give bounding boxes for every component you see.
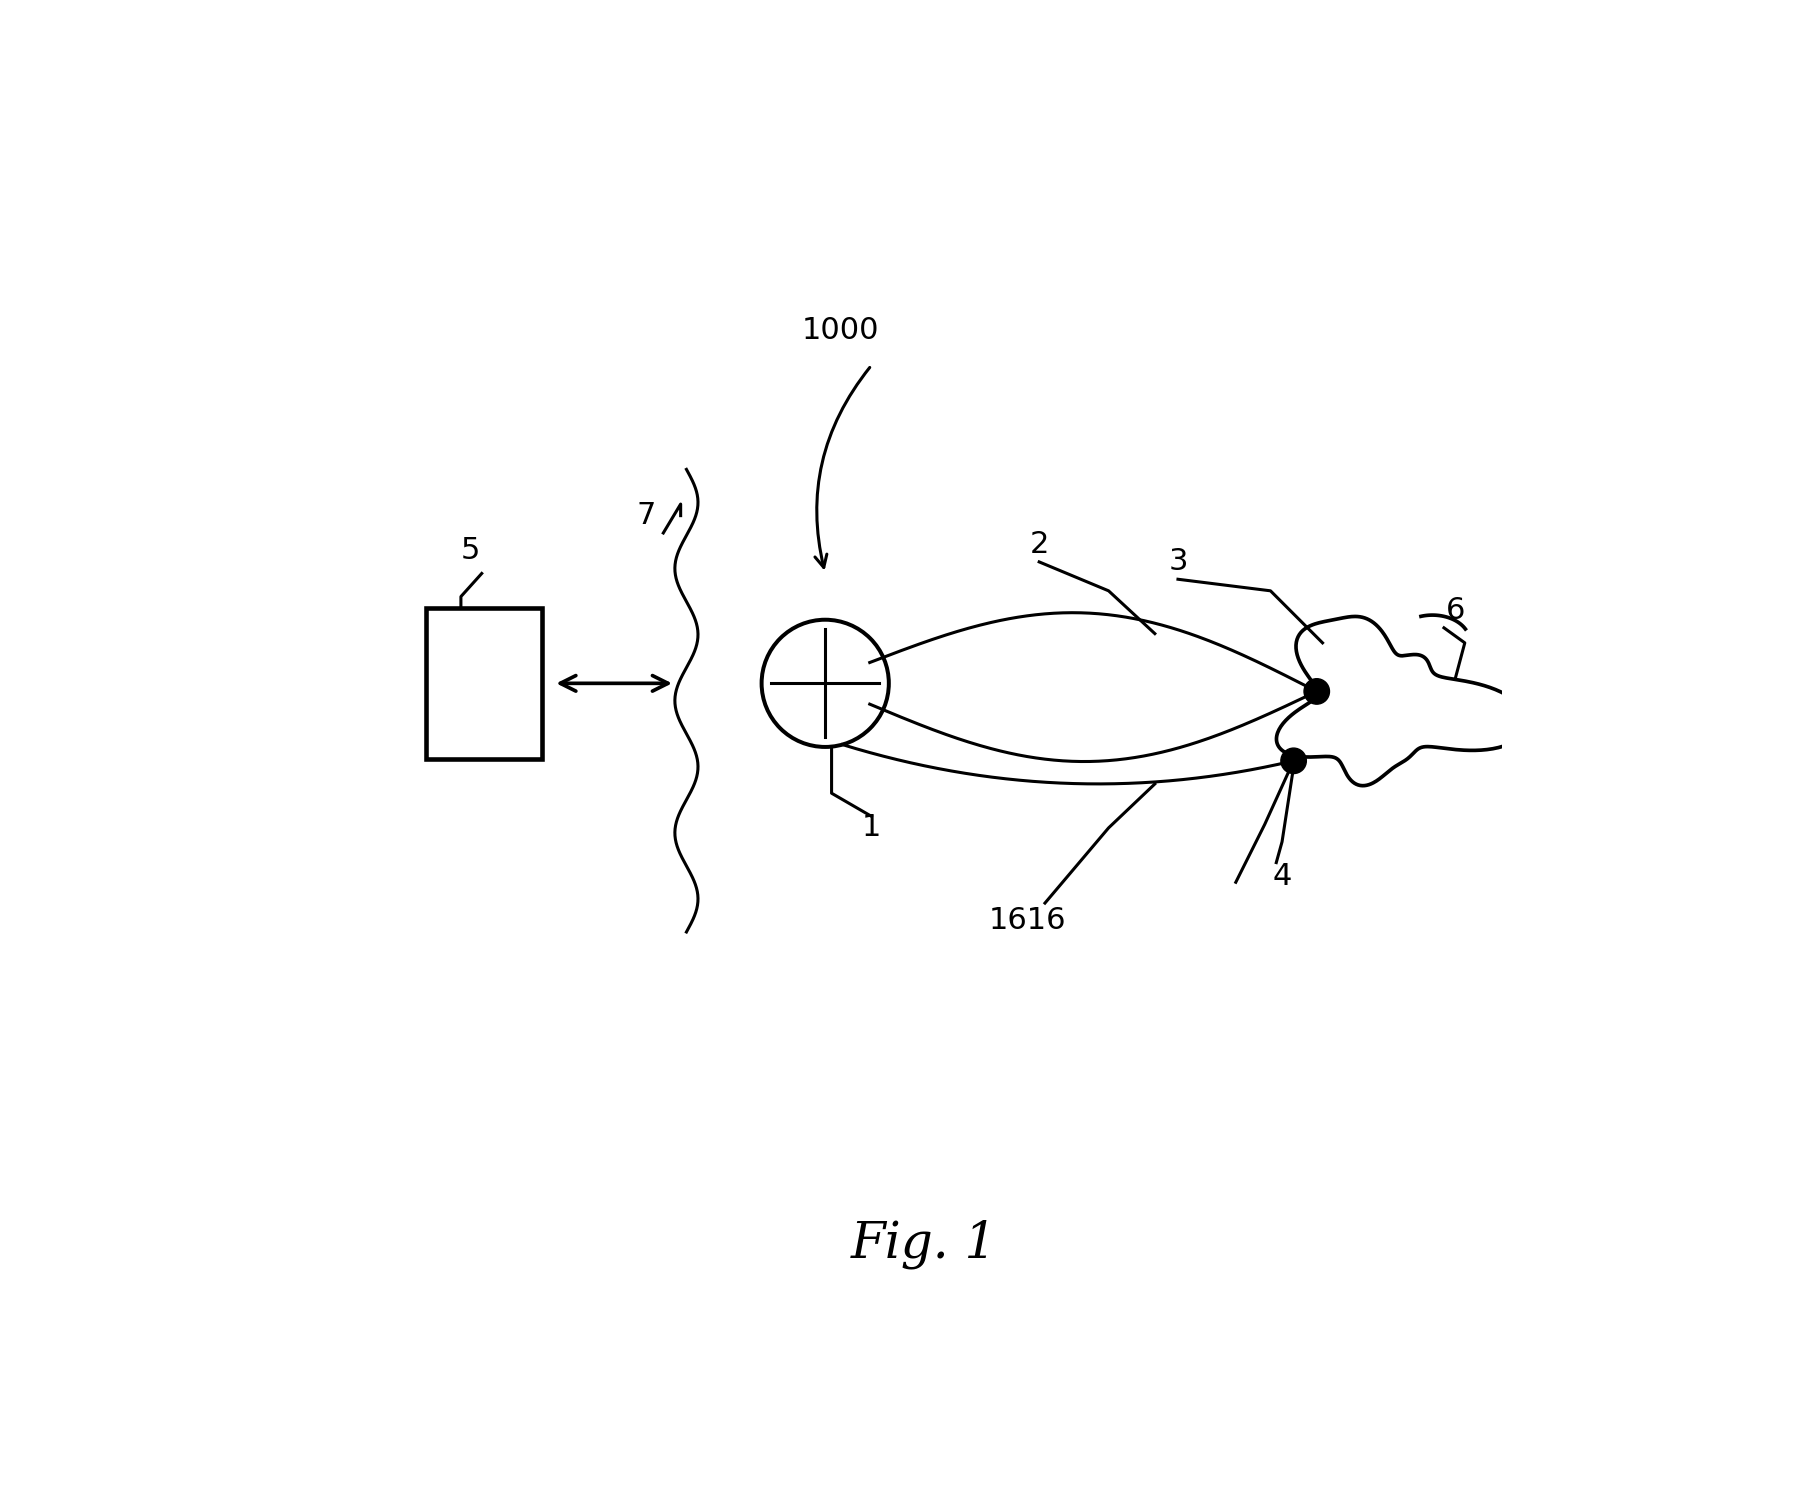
Text: 6: 6 (1445, 596, 1465, 625)
Text: 1616: 1616 (989, 906, 1067, 934)
Text: 3: 3 (1168, 547, 1188, 577)
Text: 2: 2 (1029, 530, 1049, 559)
Text: 7: 7 (636, 502, 656, 530)
Circle shape (1305, 679, 1330, 704)
Text: 5: 5 (461, 536, 479, 565)
Text: 4: 4 (1272, 862, 1292, 891)
Text: 1000: 1000 (802, 315, 879, 345)
Text: Fig. 1: Fig. 1 (851, 1220, 997, 1269)
Text: 1: 1 (861, 814, 881, 843)
Circle shape (1281, 748, 1306, 774)
